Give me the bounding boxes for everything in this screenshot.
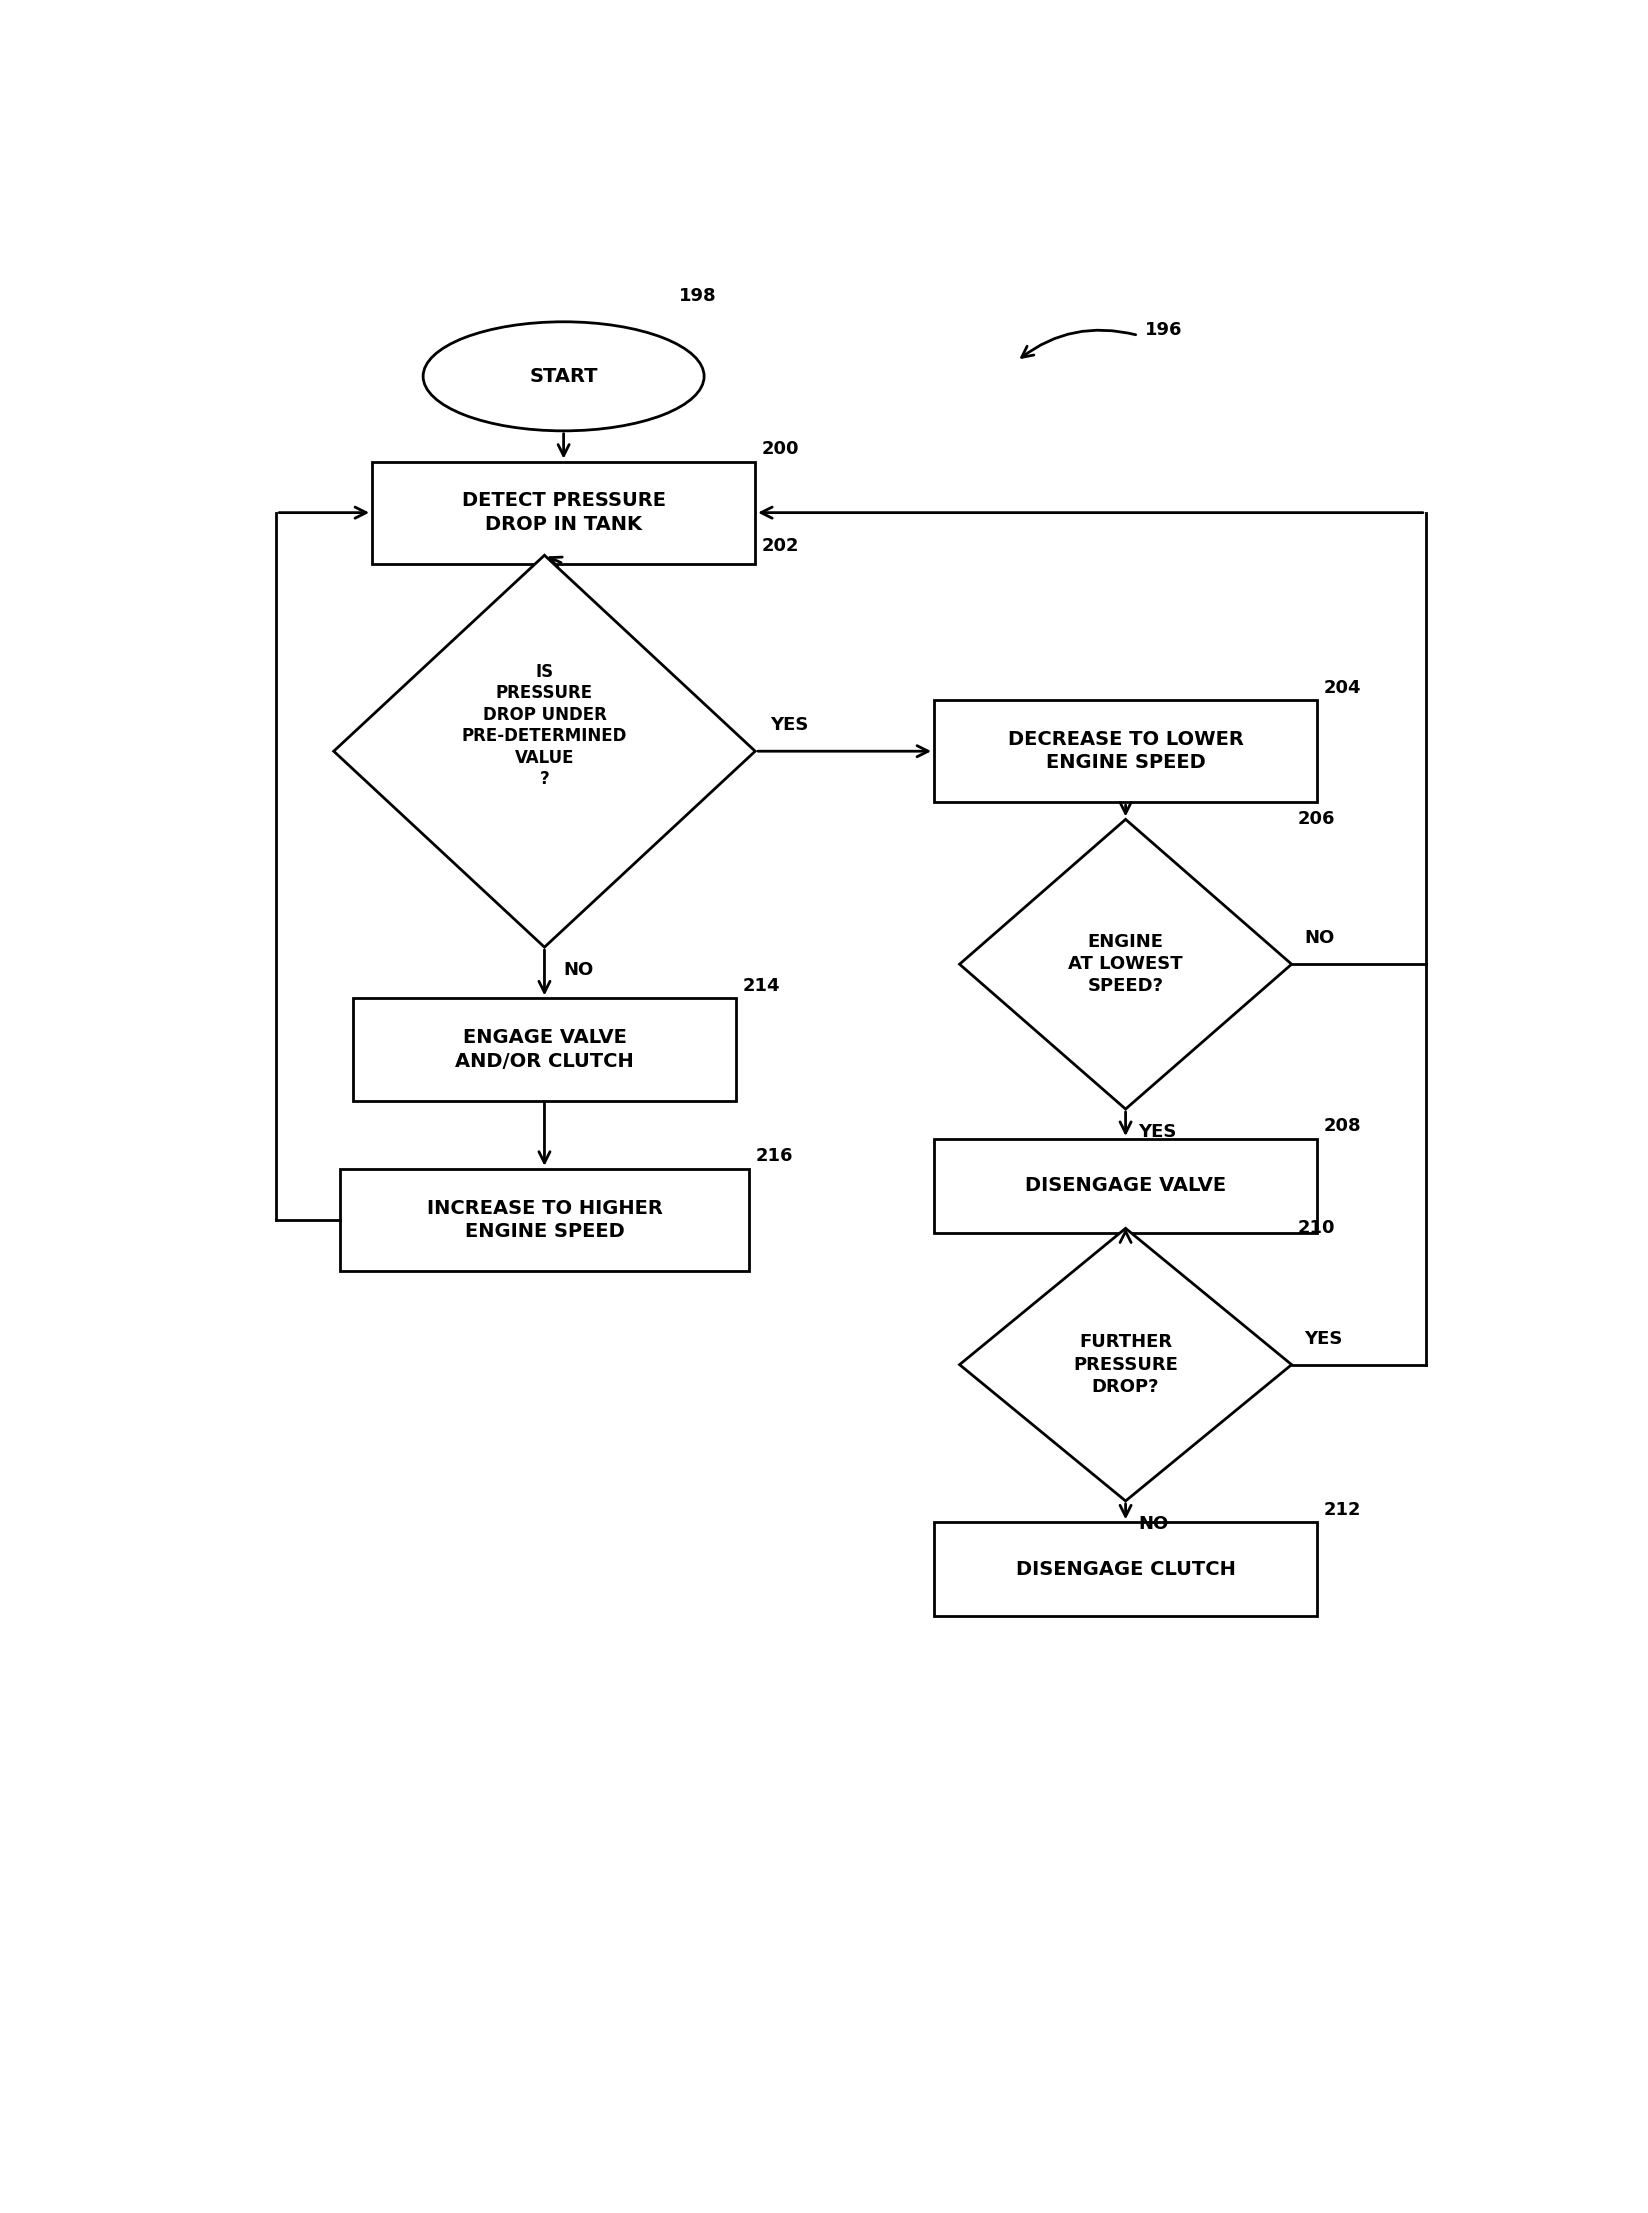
Text: YES: YES xyxy=(1305,1330,1343,1348)
Text: 216: 216 xyxy=(755,1146,793,1166)
Text: YES: YES xyxy=(771,717,809,735)
Text: INCREASE TO HIGHER
ENGINE SPEED: INCREASE TO HIGHER ENGINE SPEED xyxy=(427,1199,662,1241)
Text: 210: 210 xyxy=(1299,1219,1335,1237)
Text: NO: NO xyxy=(564,960,593,978)
Text: NO: NO xyxy=(1139,1514,1168,1534)
Text: ENGINE
AT LOWEST
SPEED?: ENGINE AT LOWEST SPEED? xyxy=(1068,934,1183,996)
Polygon shape xyxy=(333,555,755,947)
Text: DISENGAGE CLUTCH: DISENGAGE CLUTCH xyxy=(1015,1560,1236,1578)
FancyBboxPatch shape xyxy=(339,1168,748,1270)
FancyBboxPatch shape xyxy=(934,1140,1317,1233)
Text: ENGAGE VALVE
AND/OR CLUTCH: ENGAGE VALVE AND/OR CLUTCH xyxy=(455,1029,634,1071)
Text: DETECT PRESSURE
DROP IN TANK: DETECT PRESSURE DROP IN TANK xyxy=(461,491,666,533)
Polygon shape xyxy=(959,819,1292,1109)
Text: 196: 196 xyxy=(1145,321,1182,339)
Text: IS
PRESSURE
DROP UNDER
PRE-DETERMINED
VALUE
?: IS PRESSURE DROP UNDER PRE-DETERMINED VA… xyxy=(461,664,628,788)
FancyBboxPatch shape xyxy=(372,463,755,564)
Text: 214: 214 xyxy=(742,976,780,996)
Text: 206: 206 xyxy=(1299,810,1335,828)
Text: START: START xyxy=(529,367,598,385)
Ellipse shape xyxy=(424,321,704,432)
Text: NO: NO xyxy=(1305,929,1335,947)
Text: 204: 204 xyxy=(1323,679,1361,697)
FancyBboxPatch shape xyxy=(353,998,737,1100)
Text: 200: 200 xyxy=(761,440,799,458)
Text: YES: YES xyxy=(1139,1122,1177,1140)
Text: 212: 212 xyxy=(1323,1500,1361,1518)
Text: 198: 198 xyxy=(679,288,717,305)
Text: 208: 208 xyxy=(1323,1118,1361,1135)
FancyBboxPatch shape xyxy=(934,699,1317,803)
Text: DISENGAGE VALVE: DISENGAGE VALVE xyxy=(1025,1177,1226,1195)
Text: FURTHER
PRESSURE
DROP?: FURTHER PRESSURE DROP? xyxy=(1073,1334,1178,1396)
Text: DECREASE TO LOWER
ENGINE SPEED: DECREASE TO LOWER ENGINE SPEED xyxy=(1007,730,1244,772)
FancyBboxPatch shape xyxy=(934,1523,1317,1615)
Polygon shape xyxy=(959,1228,1292,1500)
Text: 202: 202 xyxy=(761,538,799,555)
